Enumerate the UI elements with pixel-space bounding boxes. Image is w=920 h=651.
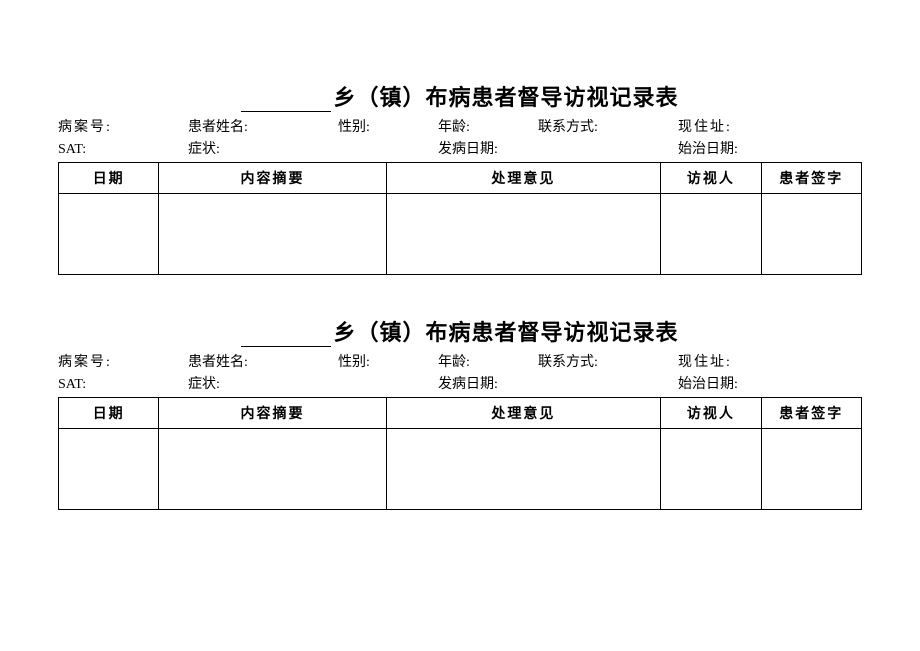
page-container: 乡（镇）布病患者督导访视记录表 病案号: 患者姓名: 性别: 年龄: 联系方式:… <box>0 0 920 510</box>
cell-visitor <box>661 194 761 275</box>
cell-sign <box>761 429 861 510</box>
form-block-1: 乡（镇）布病患者督导访视记录表 病案号: 患者姓名: 性别: 年龄: 联系方式:… <box>58 80 862 275</box>
cell-date <box>59 194 159 275</box>
label-address: 现住址: <box>678 118 862 138</box>
label-gender: 性别: <box>338 118 438 138</box>
cell-sign <box>761 194 861 275</box>
info-row-2: SAT: 症状: 发病日期: 始治日期: <box>58 375 862 395</box>
label-case-no: 病案号: <box>58 353 188 373</box>
th-date: 日期 <box>59 163 159 194</box>
record-table: 日期 内容摘要 处理意见 访视人 患者签字 <box>58 397 862 510</box>
label-symptom: 症状: <box>188 140 438 160</box>
label-contact: 联系方式: <box>538 353 678 373</box>
title-text: 乡（镇）布病患者督导访视记录表 <box>333 85 678 110</box>
label-age: 年龄: <box>438 118 538 138</box>
label-address: 现住址: <box>678 353 862 373</box>
label-patient-name: 患者姓名: <box>188 353 338 373</box>
th-visitor: 访视人 <box>661 163 761 194</box>
label-age: 年龄: <box>438 353 538 373</box>
form-block-2: 乡（镇）布病患者督导访视记录表 病案号: 患者姓名: 性别: 年龄: 联系方式:… <box>58 315 862 510</box>
township-blank <box>241 326 331 347</box>
cell-visitor <box>661 429 761 510</box>
cell-summary <box>159 194 386 275</box>
label-sat: SAT: <box>58 375 188 395</box>
label-treat-date: 始治日期: <box>678 140 862 160</box>
th-date: 日期 <box>59 398 159 429</box>
record-table: 日期 内容摘要 处理意见 访视人 患者签字 <box>58 162 862 275</box>
title-text: 乡（镇）布病患者督导访视记录表 <box>333 320 678 345</box>
th-summary: 内容摘要 <box>159 163 386 194</box>
label-symptom: 症状: <box>188 375 438 395</box>
cell-summary <box>159 429 386 510</box>
township-blank <box>241 91 331 112</box>
label-patient-name: 患者姓名: <box>188 118 338 138</box>
th-sign: 患者签字 <box>761 163 861 194</box>
th-summary: 内容摘要 <box>159 398 386 429</box>
table-header-row: 日期 内容摘要 处理意见 访视人 患者签字 <box>59 398 862 429</box>
table-header-row: 日期 内容摘要 处理意见 访视人 患者签字 <box>59 163 862 194</box>
info-row-1: 病案号: 患者姓名: 性别: 年龄: 联系方式: 现住址: <box>58 118 862 138</box>
label-gender: 性别: <box>338 353 438 373</box>
table-row <box>59 194 862 275</box>
th-sign: 患者签字 <box>761 398 861 429</box>
label-case-no: 病案号: <box>58 118 188 138</box>
cell-date <box>59 429 159 510</box>
th-visitor: 访视人 <box>661 398 761 429</box>
label-contact: 联系方式: <box>538 118 678 138</box>
cell-opinion <box>386 194 661 275</box>
th-opinion: 处理意见 <box>386 163 661 194</box>
form-title: 乡（镇）布病患者督导访视记录表 <box>58 80 862 112</box>
info-row-2: SAT: 症状: 发病日期: 始治日期: <box>58 140 862 160</box>
label-treat-date: 始治日期: <box>678 375 862 395</box>
cell-opinion <box>386 429 661 510</box>
th-opinion: 处理意见 <box>386 398 661 429</box>
label-sat: SAT: <box>58 140 188 160</box>
table-row <box>59 429 862 510</box>
info-row-1: 病案号: 患者姓名: 性别: 年龄: 联系方式: 现住址: <box>58 353 862 373</box>
label-onset-date: 发病日期: <box>438 140 678 160</box>
form-title: 乡（镇）布病患者督导访视记录表 <box>58 315 862 347</box>
label-onset-date: 发病日期: <box>438 375 678 395</box>
